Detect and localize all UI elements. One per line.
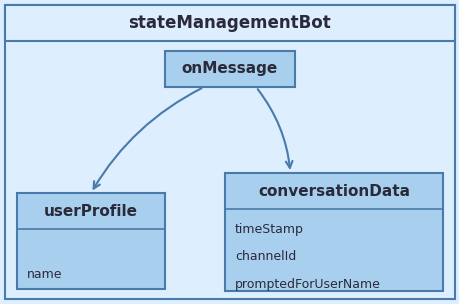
Bar: [224, 173, 442, 291]
Text: promptedForUserName: promptedForUserName: [235, 278, 380, 291]
Text: name: name: [27, 268, 62, 281]
Bar: [17, 193, 165, 289]
Text: conversationData: conversationData: [257, 184, 409, 199]
Bar: [5, 5, 454, 41]
Text: stateManagementBot: stateManagementBot: [129, 14, 330, 32]
Text: onMessage: onMessage: [181, 61, 278, 77]
Text: channelId: channelId: [235, 250, 296, 263]
Bar: [165, 51, 294, 87]
Text: userProfile: userProfile: [44, 203, 138, 219]
Text: timeStamp: timeStamp: [235, 223, 303, 236]
